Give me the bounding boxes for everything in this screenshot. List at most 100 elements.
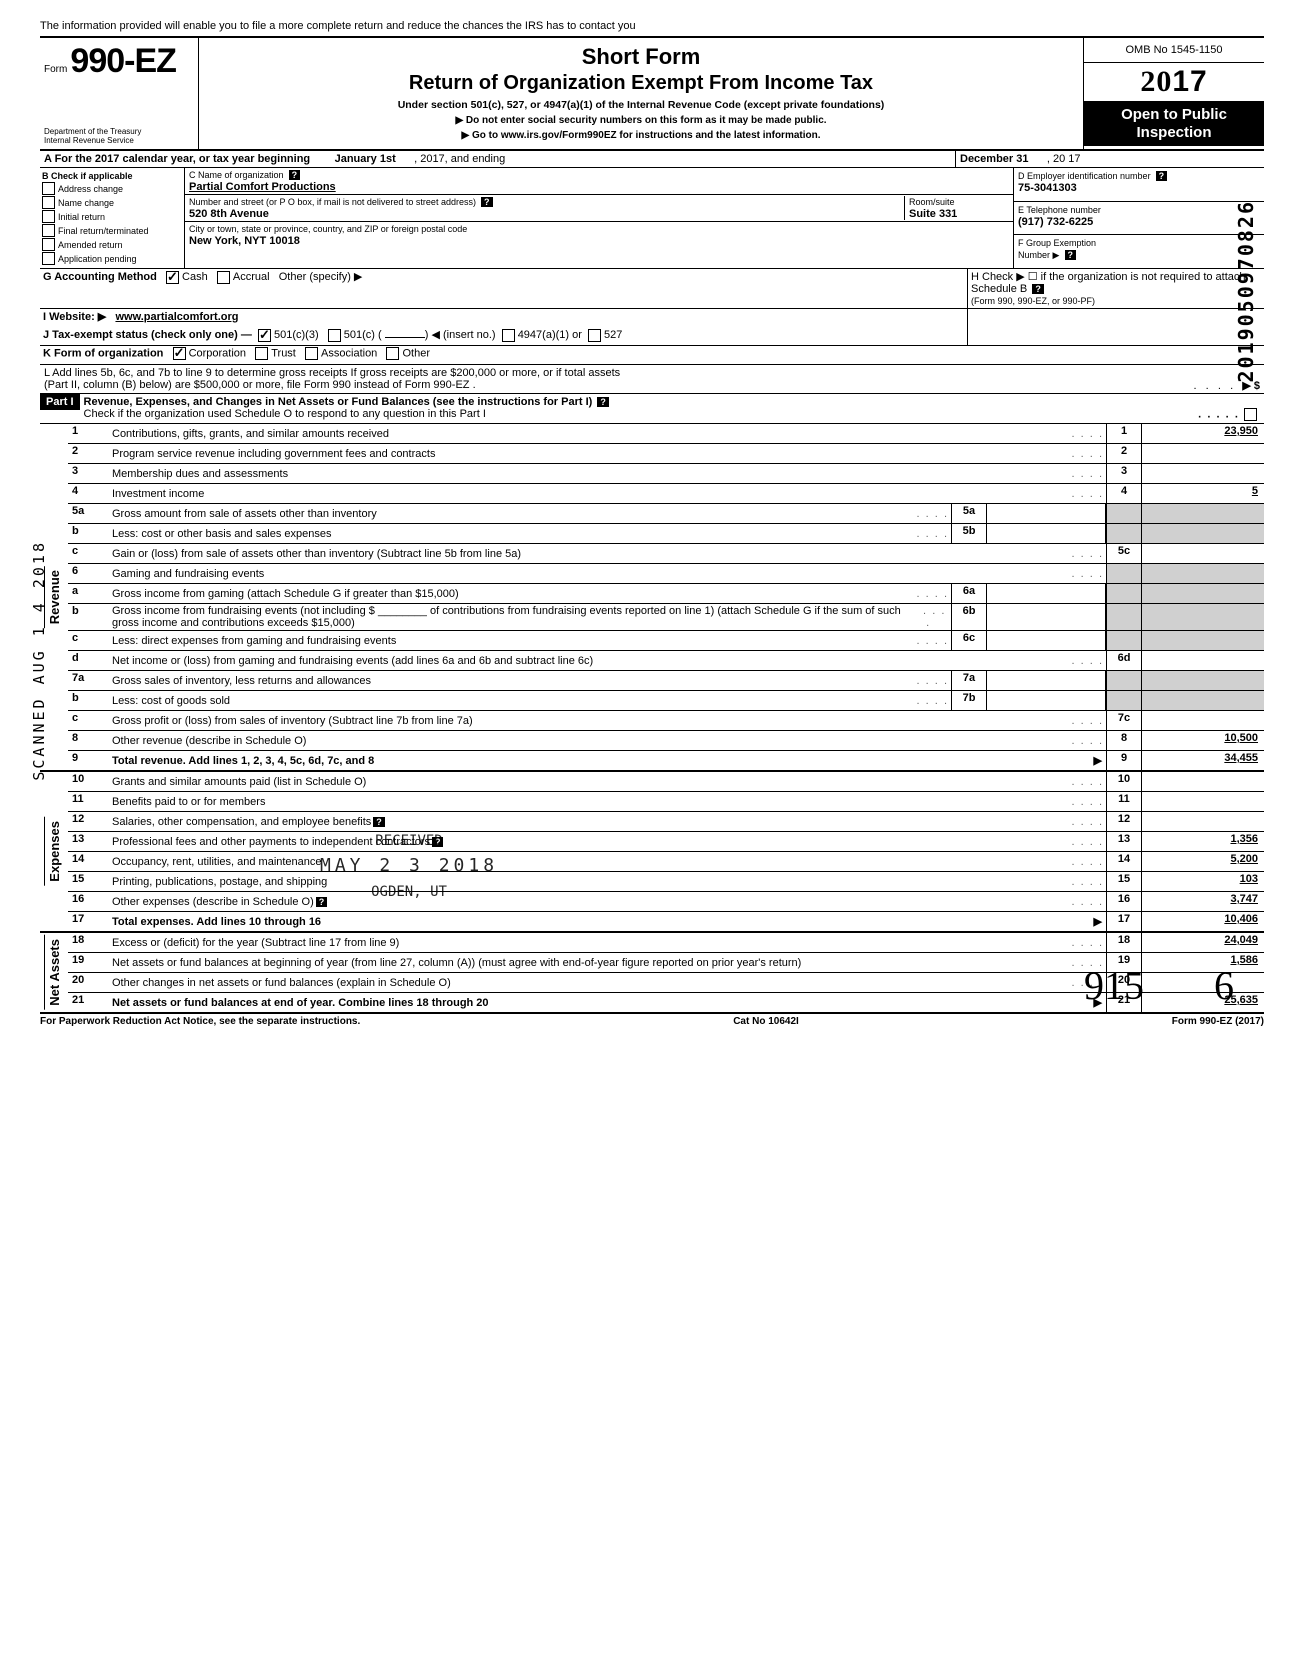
short-form-title: Short Form: [207, 44, 1075, 70]
amount-17: 10,406: [1141, 912, 1264, 931]
line-b: bGross income from fundraising events (n…: [68, 603, 1264, 630]
amount-3: [1141, 464, 1264, 483]
cb-final-return[interactable]: [42, 224, 55, 237]
main-title: Return of Organization Exempt From Incom…: [207, 72, 1075, 95]
line-b: bLess: cost of goods sold. . . .7b: [68, 690, 1264, 710]
cb-schedule-o[interactable]: [1244, 408, 1257, 421]
handwriting-2: 6: [1214, 962, 1234, 1009]
cb-other-org[interactable]: [386, 347, 399, 360]
amount-1: 23,950: [1141, 424, 1264, 443]
amount-5c: [1141, 544, 1264, 563]
cb-527[interactable]: [588, 329, 601, 342]
line-11: 11Benefits paid to or for members. . . .…: [68, 791, 1264, 811]
amount-11: [1141, 792, 1264, 811]
line-13: 13Professional fees and other payments t…: [68, 831, 1264, 851]
line-j: J Tax-exempt status (check only one) — 5…: [40, 327, 1264, 346]
line-k: K Form of organization Corporation Trust…: [40, 346, 1264, 365]
amount-12: [1141, 812, 1264, 831]
amount-20: [1141, 973, 1264, 992]
street-address: 520 8th Avenue: [189, 208, 269, 220]
goto-url: ▶ Go to www.irs.gov/Form990EZ for instru…: [207, 130, 1075, 141]
line-6: 6Gaming and fundraising events. . . .: [68, 563, 1264, 583]
expenses-section: Expenses 10Grants and similar amounts pa…: [40, 772, 1264, 933]
line-12: 12Salaries, other compensation, and empl…: [68, 811, 1264, 831]
org-name: Partial Comfort Productions: [189, 181, 336, 193]
cb-corp[interactable]: [173, 347, 186, 360]
line-i: I Website: ▶ www.partialcomfort.org: [40, 309, 1264, 327]
dept-label: Department of the Treasury Internal Reve…: [44, 127, 141, 145]
revenue-label: Revenue: [44, 566, 64, 628]
line-c: cGross profit or (loss) from sales of in…: [68, 710, 1264, 730]
cb-assoc[interactable]: [305, 347, 318, 360]
cb-cash[interactable]: [166, 271, 179, 284]
cb-address-change[interactable]: [42, 182, 55, 195]
handwriting-1: 915: [1084, 962, 1144, 1009]
amount-6d: [1141, 651, 1264, 670]
help-icon[interactable]: ?: [597, 397, 609, 407]
line-g-h: G Accounting Method Cash Accrual Other (…: [40, 269, 1264, 309]
line-14: 14Occupancy, rent, utilities, and mainte…: [68, 851, 1264, 871]
amount-10: [1141, 772, 1264, 791]
cb-name-change[interactable]: [42, 196, 55, 209]
no-ssn-note: ▶ Do not enter social security numbers o…: [207, 115, 1075, 126]
top-hint: The information provided will enable you…: [40, 20, 1264, 32]
help-icon[interactable]: ?: [432, 837, 444, 847]
help-icon[interactable]: ?: [289, 170, 301, 180]
line-4: 4Investment income. . . .45: [68, 483, 1264, 503]
identity-block: B Check if applicable Address change Nam…: [40, 168, 1264, 269]
help-icon[interactable]: ?: [373, 817, 385, 827]
amount-9: 34,455: [1141, 751, 1264, 770]
cb-accrual[interactable]: [217, 271, 230, 284]
help-icon[interactable]: ?: [1032, 284, 1044, 294]
line-16: 16Other expenses (describe in Schedule O…: [68, 891, 1264, 911]
website: www.partialcomfort.org: [115, 311, 238, 323]
under-section: Under section 501(c), 527, or 4947(a)(1)…: [207, 99, 1075, 111]
line-a: A For the 2017 calendar year, or tax yea…: [40, 151, 1264, 168]
line-2: 2Program service revenue including gover…: [68, 443, 1264, 463]
cb-amended[interactable]: [42, 238, 55, 251]
line-3: 3Membership dues and assessments. . . .3: [68, 463, 1264, 483]
cb-501c3[interactable]: [258, 329, 271, 342]
line-15: 15Printing, publications, postage, and s…: [68, 871, 1264, 891]
help-icon[interactable]: ?: [1065, 250, 1077, 260]
help-icon[interactable]: ?: [316, 897, 328, 907]
cb-application-pending[interactable]: [42, 252, 55, 265]
omb-number: OMB No 1545-1150: [1084, 38, 1264, 63]
help-icon[interactable]: ?: [481, 197, 493, 207]
netassets-label: Net Assets: [44, 935, 64, 1010]
part1-header: Part I Revenue, Expenses, and Changes in…: [40, 393, 1264, 424]
open-public-badge: Open to Public Inspection: [1084, 102, 1264, 146]
netassets-section: Net Assets 18Excess or (deficit) for the…: [40, 933, 1264, 1014]
cb-trust[interactable]: [255, 347, 268, 360]
amount-8: 10,500: [1141, 731, 1264, 750]
line-9: 9Total revenue. Add lines 1, 2, 3, 4, 5c…: [68, 750, 1264, 770]
amount-18: 24,049: [1141, 933, 1264, 952]
amount-14: 5,200: [1141, 852, 1264, 871]
cb-initial-return[interactable]: [42, 210, 55, 223]
line-h-text: H Check ▶ ☐ if the organization is not r…: [971, 271, 1246, 295]
amount-7c: [1141, 711, 1264, 730]
form-header: Form 990-EZ Department of the Treasury I…: [40, 36, 1264, 151]
line-d: dNet income or (loss) from gaming and fu…: [68, 650, 1264, 670]
tax-year: 2017: [1084, 63, 1264, 102]
line-l: L Add lines 5b, 6c, and 7b to line 9 to …: [40, 365, 1264, 393]
line-18: 18Excess or (deficit) for the year (Subt…: [68, 933, 1264, 952]
line-1: 1Contributions, gifts, grants, and simil…: [68, 424, 1264, 443]
cb-4947[interactable]: [502, 329, 515, 342]
ein: 75-3041303: [1018, 182, 1077, 194]
amount-15: 103: [1141, 872, 1264, 891]
line-5a: 5aGross amount from sale of assets other…: [68, 503, 1264, 523]
b-title: B Check if applicable: [42, 171, 182, 181]
line-c: cLess: direct expenses from gaming and f…: [68, 630, 1264, 650]
amount-21: 25,635: [1141, 993, 1264, 1012]
revenue-section: Revenue 1Contributions, gifts, grants, a…: [40, 424, 1264, 772]
help-icon[interactable]: ?: [1156, 171, 1168, 181]
room-suite: Suite 331: [909, 208, 957, 220]
amount-16: 3,747: [1141, 892, 1264, 911]
amount-19: 1,586: [1141, 953, 1264, 972]
cb-501c[interactable]: [328, 329, 341, 342]
amount-13: 1,356: [1141, 832, 1264, 851]
form-container: SCANNED AUG 1 4 2018 2019050970826 The i…: [40, 20, 1264, 1029]
line-b: bLess: cost or other basis and sales exp…: [68, 523, 1264, 543]
page-footer: For Paperwork Reduction Act Notice, see …: [40, 1014, 1264, 1029]
